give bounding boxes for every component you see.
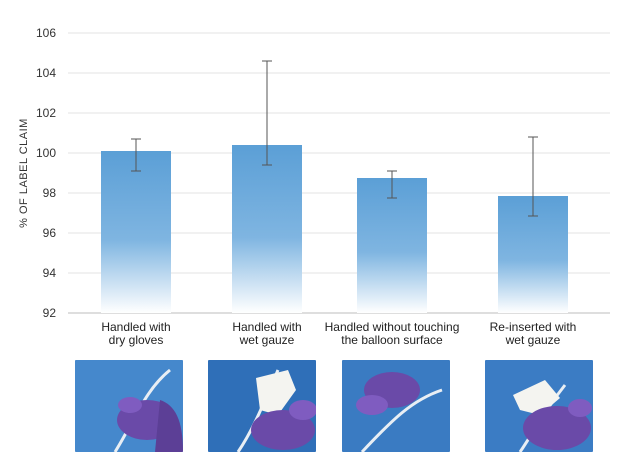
photo-catheter-reinserted-gauze: [485, 360, 593, 452]
y-tick-label: 104: [36, 66, 56, 80]
photo-catheter-no-touch: [342, 360, 450, 452]
y-tick-label: 94: [43, 266, 57, 280]
x-category-label-3: Handled without touching the balloon surf…: [325, 320, 460, 347]
error-bar-4: [528, 136, 538, 217]
photo-catheter-dry-gloves: [75, 360, 183, 452]
y-tick-label: 102: [36, 106, 56, 120]
bar-1: [101, 151, 171, 313]
y-tick-label: 96: [43, 226, 57, 240]
x-category-label-1: Handled with dry gloves: [101, 320, 170, 347]
x-category-label-2: Handled with wet gauze: [232, 320, 301, 347]
error-bar-2: [262, 60, 272, 166]
bar-3: [357, 178, 427, 313]
bar-2: [232, 145, 302, 313]
bar-chart: 92 94 96 98 100 102 104 106 % OF LABEL CLAIM Ha…: [18, 26, 610, 347]
error-bar-3: [387, 170, 397, 199]
y-tick-label: 92: [43, 306, 57, 320]
catheter-reinserted-gauze-photo: [485, 360, 593, 452]
catheter-wet-gauze-photo: [208, 360, 316, 452]
error-bar-1: [131, 138, 141, 172]
y-axis-label: % OF LABEL CLAIM: [18, 118, 30, 228]
y-tick-label: 100: [36, 146, 56, 160]
y-tick-label: 106: [36, 26, 56, 40]
catheter-gloved-hand-photo: [75, 360, 183, 452]
y-tick-label: 98: [43, 186, 57, 200]
catheter-no-touch-photo: [342, 360, 450, 452]
photo-catheter-wet-gauze: [208, 360, 316, 452]
x-category-label-4: Re-inserted with wet gauze: [490, 320, 577, 347]
